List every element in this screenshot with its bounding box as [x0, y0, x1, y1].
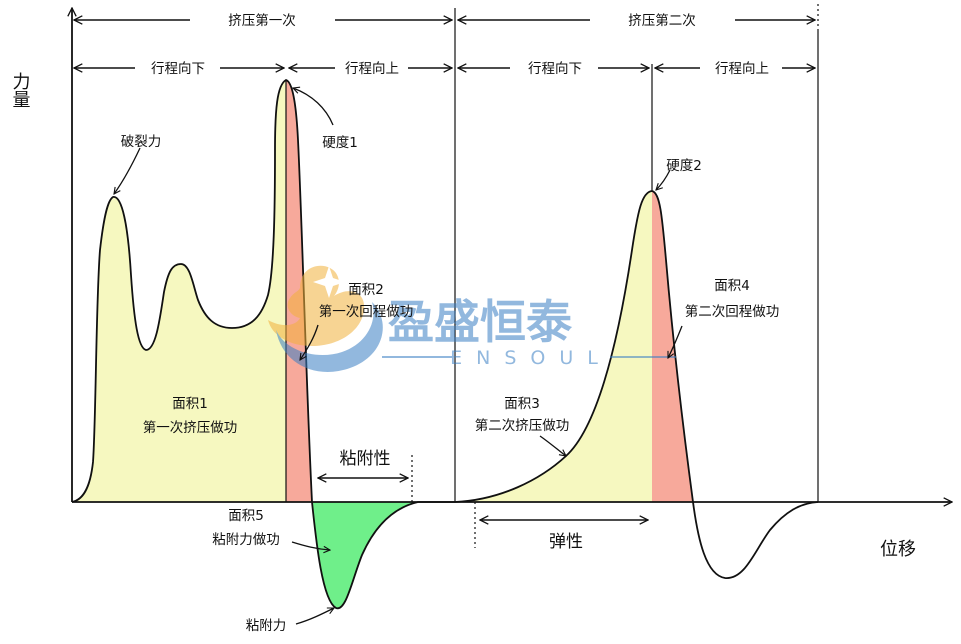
pointer-area-5: [291, 541, 330, 550]
watermark: 盈盛恒泰 ENSOUL: [268, 265, 676, 372]
watermark-brand: 盈盛恒泰: [388, 295, 573, 349]
label-area-2-title: 面积2: [348, 282, 384, 298]
pointer-area-4: [667, 325, 683, 358]
label-adhesive-force: 粘附力: [246, 618, 287, 634]
pointer-hardness-2: [656, 169, 671, 190]
area-1-fill: [72, 80, 286, 502]
label-area-1-desc: 第一次挤压做功: [143, 419, 238, 436]
watermark-brand-en: ENSOUL: [450, 347, 612, 369]
area-5-fill: [312, 502, 418, 609]
label-stroke-down-1: 行程向下: [151, 61, 205, 77]
pointer-adhesive-force: [295, 607, 334, 625]
label-adhesiveness: 粘附性: [340, 449, 391, 469]
force-curve: [71, 79, 819, 609]
label-compression-2: 挤压第二次: [628, 12, 696, 29]
label-hardness-2: 硬度2: [666, 158, 702, 174]
label-fracturability: 破裂力: [121, 134, 162, 150]
label-area-5-title: 面积5: [228, 508, 264, 524]
label-springiness: 弹性: [549, 532, 583, 552]
label-area-5-desc: 粘附力做功: [212, 532, 280, 548]
label-area-3-title: 面积3: [504, 396, 540, 412]
y-axis-label: 力量: [10, 72, 31, 108]
label-area-4-desc: 第二次回程做功: [685, 303, 780, 320]
label-area-2-desc: 第一次回程做功: [319, 303, 414, 320]
area-3-fill: [455, 191, 652, 502]
label-area-1-title: 面积1: [172, 396, 208, 412]
pointer-hardness-1: [293, 88, 334, 126]
pointer-fracturability: [114, 147, 141, 194]
label-area-3-desc: 第二次挤压做功: [475, 417, 570, 434]
label-hardness-1: 硬度1: [322, 135, 358, 151]
pointer-area-2: [300, 324, 319, 360]
x-axis-label: 位移: [880, 539, 916, 560]
label-area-4-title: 面积4: [714, 278, 750, 294]
label-stroke-up-2: 行程向上: [715, 61, 769, 77]
label-stroke-down-2: 行程向下: [528, 61, 582, 77]
pointer-area-3: [539, 435, 566, 456]
label-stroke-up-1: 行程向上: [345, 61, 399, 77]
label-compression-1: 挤压第一次: [228, 12, 296, 29]
